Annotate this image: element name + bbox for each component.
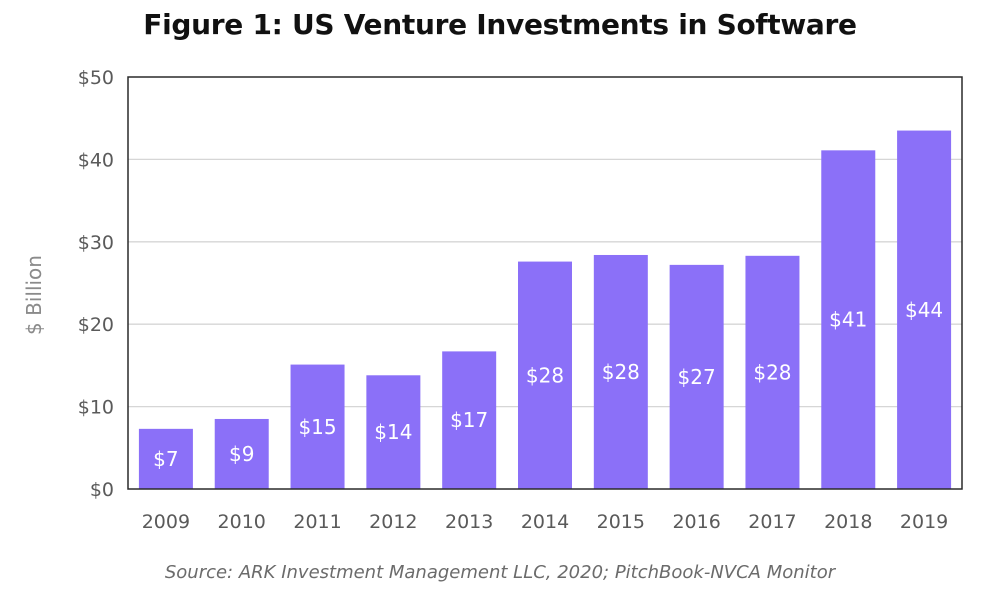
- bar-value-label: $9: [229, 442, 254, 466]
- bar: [366, 375, 421, 489]
- bar-value-label: $44: [905, 298, 943, 322]
- x-tick-label: 2010: [218, 511, 266, 533]
- x-tick-label: 2017: [748, 511, 796, 533]
- bar-value-labels: $7 $9 $15 $14 $17 $28 $28 $27 $28 $41 $44: [153, 298, 943, 471]
- x-tick-label: 2019: [900, 511, 948, 533]
- bar: [442, 351, 497, 489]
- bar: [214, 418, 269, 489]
- y-tick-label: $20: [78, 314, 114, 336]
- x-tick-label: 2014: [521, 511, 569, 533]
- bar: [821, 150, 876, 489]
- x-tick-label: 2009: [142, 511, 190, 533]
- x-tick-label: 2015: [597, 511, 645, 533]
- bar: [290, 364, 345, 489]
- chart-title: Figure 1: US Venture Investments in Soft…: [143, 8, 857, 41]
- y-tick-label: $10: [78, 397, 114, 419]
- bar-value-label: $41: [829, 308, 867, 332]
- y-tick-label: $40: [78, 149, 114, 171]
- bars: [138, 130, 952, 489]
- bar: [897, 130, 952, 489]
- bar-value-label: $14: [374, 420, 412, 444]
- y-tick-label: $50: [78, 67, 114, 89]
- x-tick-label: 2018: [824, 511, 872, 533]
- bar: [593, 254, 648, 489]
- bar-value-label: $28: [602, 360, 640, 384]
- source-note: Source: ARK Investment Management LLC, 2…: [164, 562, 836, 583]
- bar-value-label: $15: [298, 415, 336, 439]
- y-tick-label: $0: [90, 479, 114, 501]
- x-tick-label: 2011: [293, 511, 341, 533]
- bar: [138, 428, 193, 489]
- bar-value-label: $28: [753, 360, 791, 384]
- bar: [669, 264, 724, 489]
- x-tick-label: 2013: [445, 511, 493, 533]
- bar-value-label: $17: [450, 408, 488, 432]
- bar-value-label: $28: [526, 363, 564, 387]
- y-tick-label: $30: [78, 232, 114, 254]
- x-tick-label: 2016: [672, 511, 720, 533]
- x-tick-label: 2012: [369, 511, 417, 533]
- plot-frame: [127, 76, 963, 490]
- bar-value-label: $7: [153, 447, 178, 471]
- bar: [745, 255, 800, 489]
- x-axis-ticks: 2009 2010 2011 2012 2013 2014 2015 2016 2017 2018…: [142, 511, 949, 533]
- bar-value-label: $27: [678, 365, 716, 389]
- y-axis-ticks: $0 $10 $20 $30 $40 $50: [78, 67, 114, 501]
- bar: [518, 261, 572, 489]
